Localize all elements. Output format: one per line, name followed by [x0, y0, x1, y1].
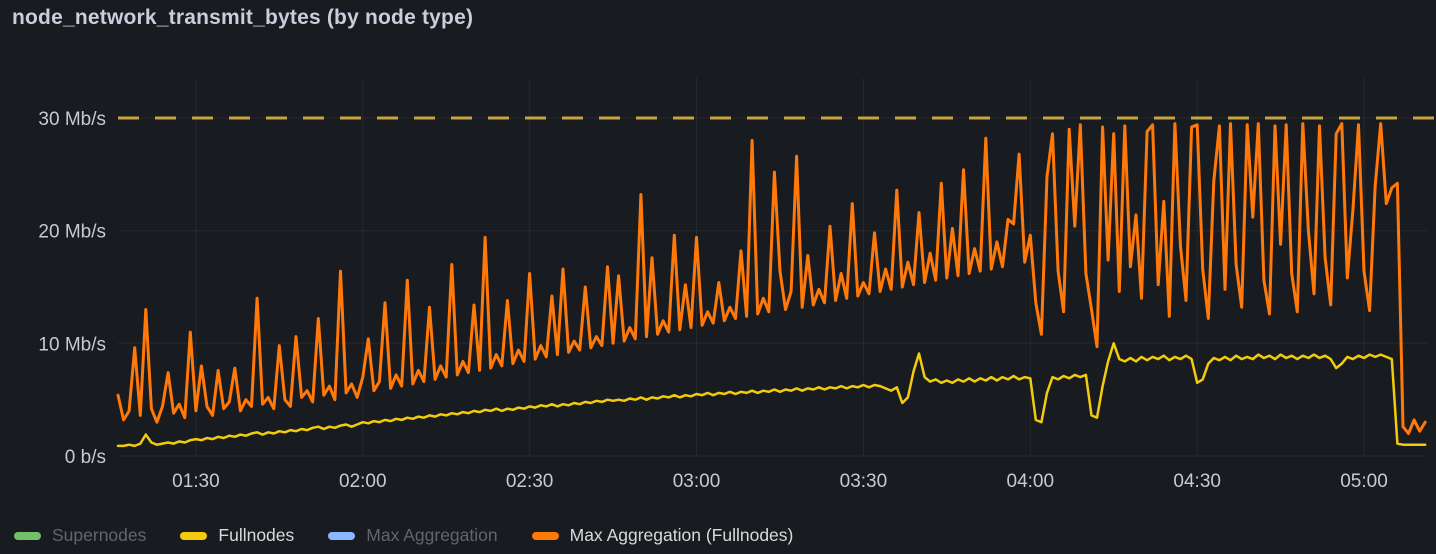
x-axis-tick-label: 01:30 — [172, 471, 220, 492]
x-axis-tick-label: 02:00 — [339, 471, 387, 492]
x-axis-tick-label: 04:00 — [1007, 471, 1055, 492]
y-axis-tick-label: 20 Mb/s — [38, 222, 106, 243]
legend-item-max-aggregation[interactable]: Max Aggregation — [328, 525, 498, 546]
legend-label-max-aggregation: Max Aggregation — [366, 525, 498, 545]
x-axis-tick-label: 04:30 — [1173, 471, 1221, 492]
y-axis-tick-label: 10 Mb/s — [38, 334, 106, 355]
series-line-max-aggregation-fullnodes[interactable] — [116, 122, 1427, 435]
legend-item-fullnodes[interactable]: Fullnodes — [180, 525, 294, 546]
legend-label-max-aggregation-fullnodes: Max Aggregation (Fullnodes) — [569, 525, 794, 545]
legend: Supernodes Fullnodes Max Aggregation Max… — [14, 525, 793, 546]
y-axis-tick-label: 30 Mb/s — [38, 109, 106, 130]
x-axis-tick-label: 03:00 — [673, 471, 721, 492]
x-axis-tick-label: 05:00 — [1340, 471, 1388, 492]
x-axis-tick-label: 02:30 — [506, 471, 554, 492]
legend-swatch-max-aggregation-fullnodes — [531, 531, 559, 540]
legend-item-max-aggregation-fullnodes[interactable]: Max Aggregation (Fullnodes) — [531, 525, 794, 546]
legend-swatch-max-aggregation — [328, 531, 356, 540]
panel-title[interactable]: node_network_transmit_bytes (by node typ… — [12, 6, 474, 29]
legend-swatch-fullnodes — [180, 531, 208, 540]
series-line-fullnodes[interactable] — [116, 342, 1427, 448]
legend-label-fullnodes: Fullnodes — [218, 525, 295, 545]
legend-swatch-supernodes — [14, 531, 41, 540]
x-axis-tick-label: 03:30 — [840, 471, 888, 492]
legend-item-supernodes[interactable]: Supernodes — [14, 525, 146, 546]
y-axis-tick-label: 0 b/s — [65, 447, 106, 468]
legend-label-supernodes: Supernodes — [52, 525, 147, 545]
